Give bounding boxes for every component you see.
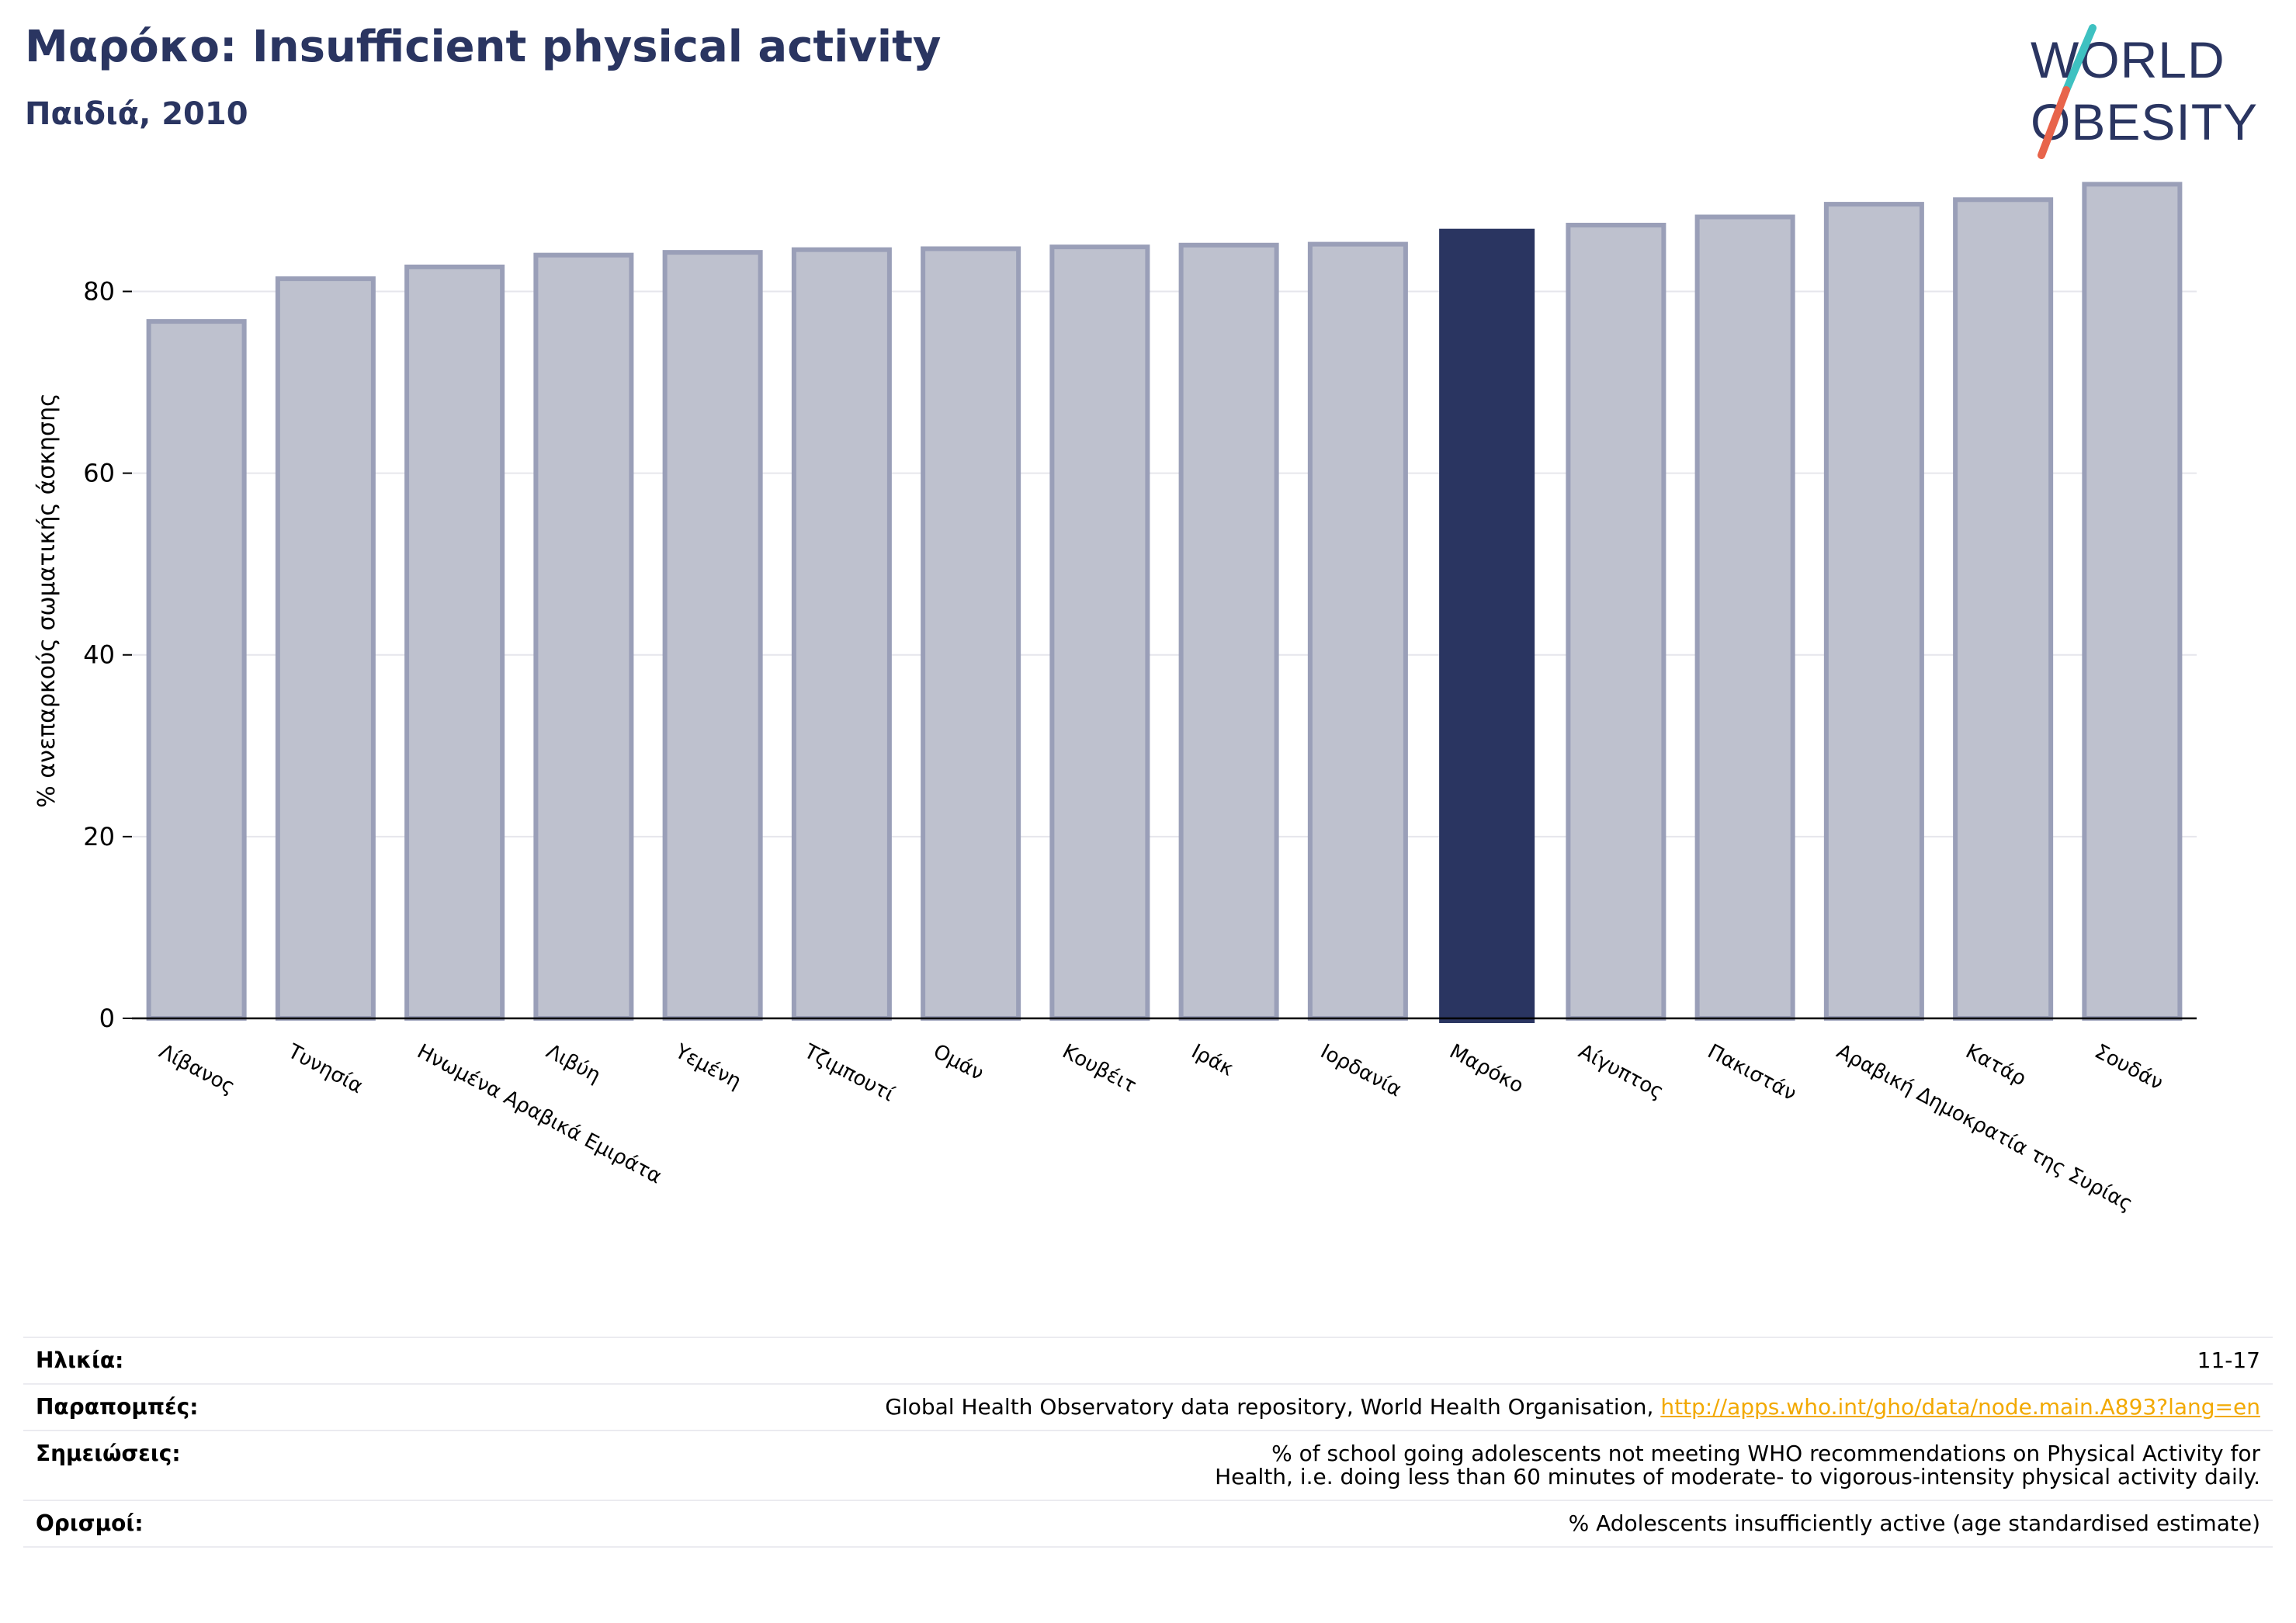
bar <box>1566 223 1667 1021</box>
x-tick-label: Μαρόκο <box>1445 1040 1527 1098</box>
info-row-age: Ηλικία: 11-17 <box>23 1337 2273 1384</box>
bar <box>1049 244 1150 1021</box>
reference-link[interactable]: http://apps.who.int/gho/data/node.main.A… <box>1660 1394 2260 1420</box>
bar <box>533 252 634 1021</box>
x-tick-label: Σουδάν <box>2091 1040 2167 1095</box>
bar <box>1178 242 1279 1021</box>
info-value: Global Health Observatory data repositor… <box>514 1384 2273 1431</box>
info-value: % of school going adolescents not meetin… <box>1215 1441 2260 1489</box>
x-tick-label: Λίβανος <box>155 1040 239 1099</box>
y-tick-label: 20 <box>83 822 115 851</box>
x-tick-labels: Λίβανος Τυνησία Ηνωμένα Αραβικά ΕμιράταΛιβ… <box>155 1039 2167 1216</box>
bar <box>791 247 892 1021</box>
bar <box>921 246 1021 1021</box>
x-tick-label: Ομάν <box>929 1040 987 1086</box>
bar <box>662 250 763 1021</box>
bar-highlight <box>1439 228 1535 1023</box>
x-tick-label: Πακιστάν <box>1704 1040 1800 1106</box>
info-table: Ηλικία: 11-17 Παραπομπές: Global Health … <box>23 1337 2273 1548</box>
y-axis-label: % ανεπαρκούς σωματικής άσκησης <box>33 393 61 807</box>
bar <box>404 264 505 1021</box>
y-tick-label: 40 <box>83 640 115 670</box>
x-tick-label: Ηνωμένα Αραβικά Εμιράτα <box>413 1040 665 1189</box>
x-tick-label: Λιβύη <box>543 1040 605 1088</box>
x-tick-label: Αίγυπτος <box>1575 1040 1668 1105</box>
info-row-definitions: Ορισμοί: % Adolescents insufficiently ac… <box>23 1500 2273 1547</box>
info-row-references: Παραπομπές: Global Health Observatory da… <box>23 1384 2273 1431</box>
bar <box>1823 202 1924 1021</box>
bar <box>275 276 376 1021</box>
svg-text:OBESITY: OBESITY <box>2031 93 2258 151</box>
bar <box>2082 182 2183 1021</box>
y-tick-label: 60 <box>83 459 115 488</box>
bar <box>1953 197 2054 1021</box>
x-tick-label: Υεμένη <box>671 1039 745 1094</box>
bars <box>146 182 2183 1023</box>
x-tick-label: Ιορδανία <box>1316 1040 1405 1102</box>
bar <box>1694 214 1795 1021</box>
axes <box>123 290 2197 1020</box>
chart-subtitle: Παιδιά, 2010 <box>25 96 248 132</box>
info-key: Παραπομπές: <box>36 1394 199 1420</box>
reference-text: Global Health Observatory data repositor… <box>885 1394 1661 1420</box>
y-tick-label: 0 <box>99 1004 115 1033</box>
x-tick-label: Ιράκ <box>1188 1040 1237 1081</box>
info-value: % Adolescents insufficiently active (age… <box>1568 1510 2260 1536</box>
info-key: Ηλικία: <box>36 1347 124 1373</box>
info-key: Σημειώσεις: <box>36 1441 181 1466</box>
x-tick-label: Κατάρ <box>1961 1040 2030 1091</box>
x-tick-label: Κουβέιτ <box>1059 1040 1140 1098</box>
svg-text:WORLD: WORLD <box>2031 31 2225 88</box>
chart-title: Μαρόκο: Insufficient physical activity <box>25 22 942 72</box>
y-tick-labels: 0 20 40 60 80 <box>83 276 115 1033</box>
world-obesity-logo: WORLD OBESITY <box>2031 24 2258 159</box>
info-key: Ορισμοί: <box>36 1510 144 1536</box>
bar-chart: 0 20 40 60 80 Λίβανος Τυνησία Ηνωμένα Αραβικά … <box>33 182 2197 1216</box>
info-value: 11-17 <box>2197 1347 2260 1373</box>
y-tick-label: 80 <box>83 276 115 306</box>
bar <box>146 319 247 1021</box>
x-tick-label: Τυνησία <box>283 1039 366 1098</box>
info-row-notes: Σημειώσεις: % of school going adolescent… <box>23 1431 2273 1500</box>
bar <box>1307 241 1408 1021</box>
x-tick-label: Τζιμπουτί <box>799 1039 898 1106</box>
